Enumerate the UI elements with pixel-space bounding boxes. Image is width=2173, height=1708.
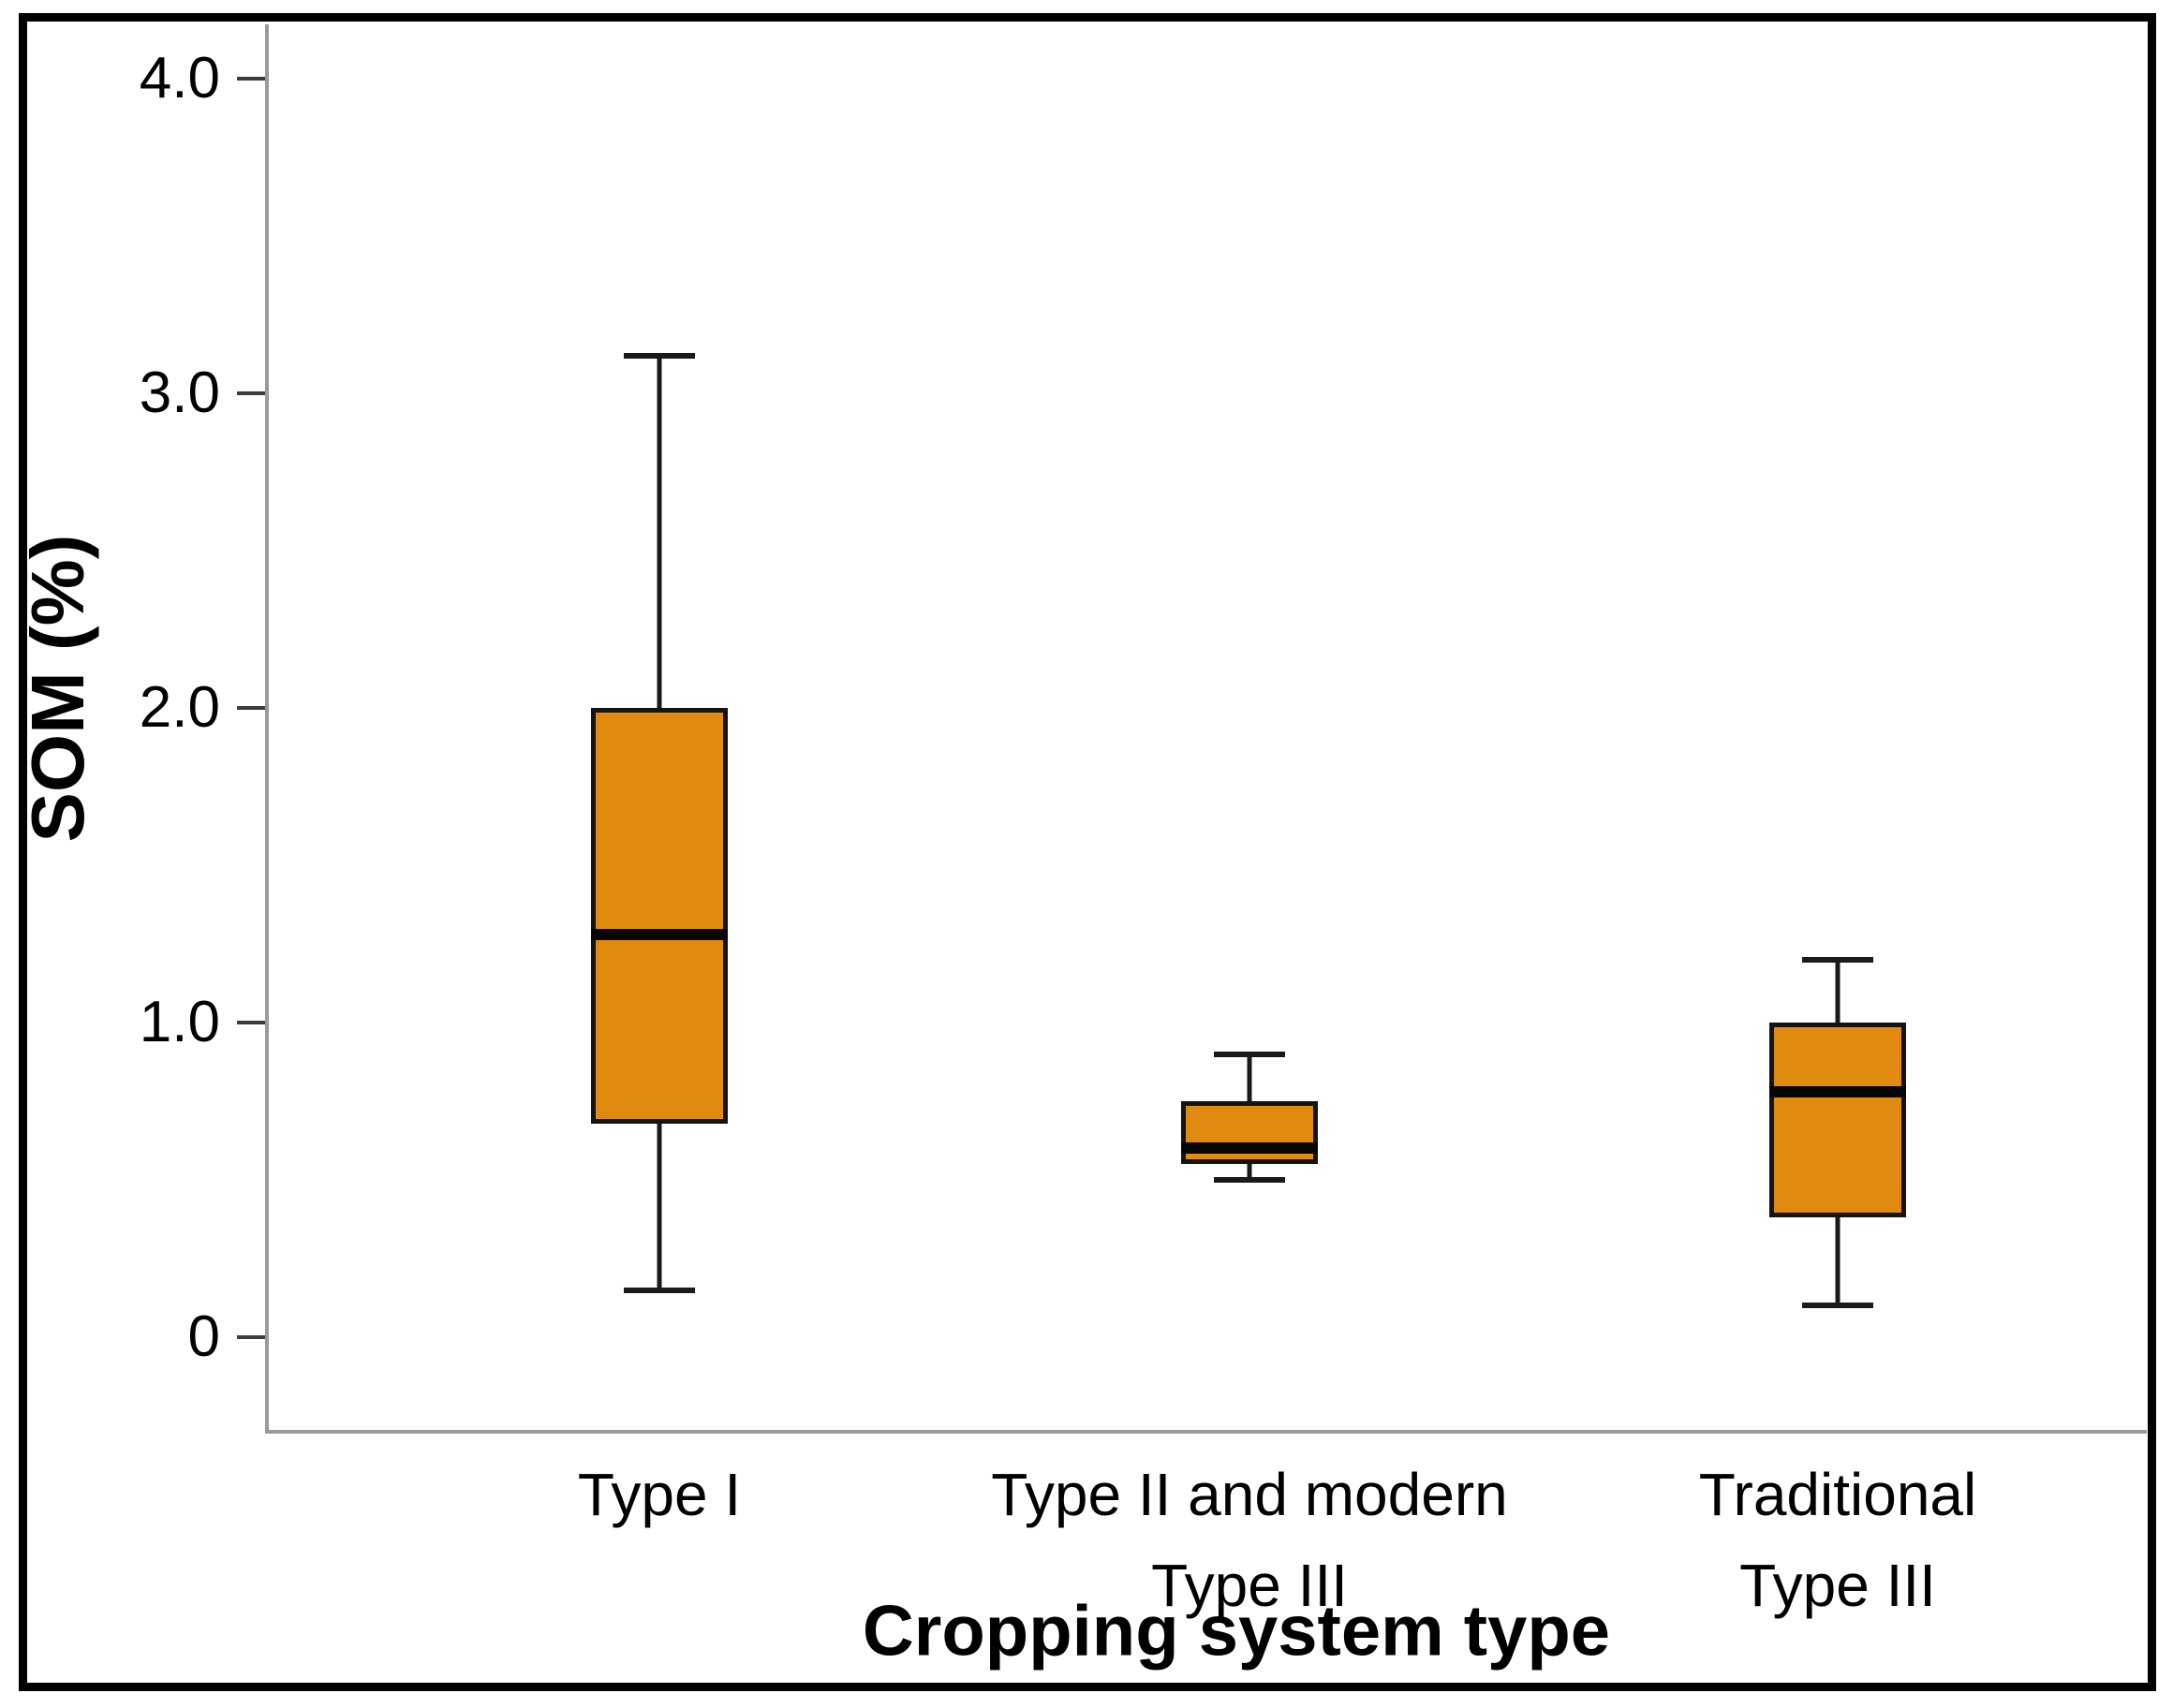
y-tick-mark — [237, 1335, 265, 1339]
y-tick-label: 0 — [187, 1304, 220, 1369]
x-axis-line — [265, 1430, 2147, 1434]
iqr-box — [591, 708, 728, 1124]
upper-whisker-cap — [624, 352, 695, 359]
y-tick-label: 3.0 — [139, 361, 220, 425]
y-tick-mark — [237, 77, 265, 81]
upper-whisker-line — [1247, 1053, 1252, 1101]
y-tick-label: 1.0 — [139, 990, 220, 1054]
y-axis-line — [265, 24, 269, 1432]
lower-whisker-cap — [1802, 1303, 1873, 1309]
x-category-label: Traditional Type III — [1698, 1461, 1977, 1619]
x-category-label: Type II and modern Type III — [991, 1461, 1508, 1619]
upper-whisker-line — [657, 355, 662, 708]
lower-whisker-cap — [624, 1287, 695, 1293]
y-tick-mark — [237, 706, 265, 710]
upper-whisker-cap — [1214, 1051, 1285, 1057]
lower-whisker-line — [657, 1123, 662, 1290]
iqr-box — [1181, 1101, 1318, 1165]
median-line — [1769, 1085, 1906, 1097]
x-axis-title: Cropping system type — [862, 1591, 1611, 1671]
figure-outer-frame — [19, 13, 2156, 1691]
iqr-box — [1769, 1023, 1906, 1218]
y-tick-mark — [237, 1021, 265, 1024]
upper-whisker-cap — [1802, 956, 1873, 963]
median-line — [1181, 1142, 1318, 1155]
upper-whisker-line — [1835, 959, 1840, 1023]
lower-whisker-cap — [1214, 1177, 1285, 1183]
y-tick-label: 2.0 — [139, 675, 220, 740]
lower-whisker-line — [1835, 1217, 1840, 1306]
lower-whisker-line — [1247, 1164, 1252, 1180]
median-line — [591, 928, 728, 940]
y-tick-label: 4.0 — [139, 46, 220, 110]
x-category-label: Type I — [577, 1461, 742, 1528]
y-tick-mark — [237, 391, 265, 395]
